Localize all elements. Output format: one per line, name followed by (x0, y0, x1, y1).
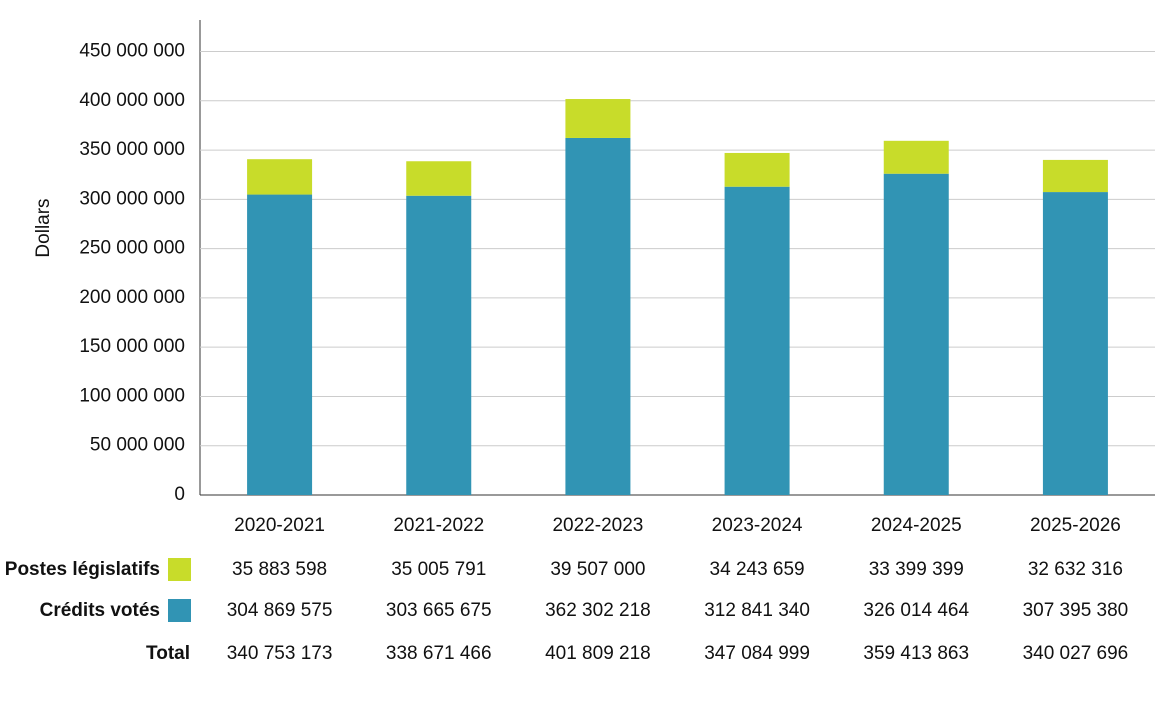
table-value: 34 243 659 (710, 559, 805, 580)
table-value: 35 883 598 (232, 559, 327, 580)
y-tick-label: 300 000 000 (79, 188, 185, 209)
y-tick-label: 200 000 000 (79, 287, 185, 308)
table-value: 32 632 316 (1028, 559, 1123, 580)
table-total: 340 027 696 (1023, 643, 1129, 664)
legend-label: Crédits votés (40, 600, 160, 621)
bar-segment (724, 186, 790, 495)
bar-segment (565, 137, 631, 496)
bar-segment (406, 195, 472, 496)
x-tick-label: 2025-2026 (1030, 515, 1121, 536)
bar-segment (883, 173, 949, 495)
y-tick-label: 100 000 000 (79, 385, 185, 406)
table-value: 312 841 340 (704, 600, 810, 621)
table-value: 326 014 464 (863, 600, 969, 621)
table-total: 359 413 863 (863, 643, 969, 664)
bar-segment (247, 159, 313, 195)
x-tick-label: 2021-2022 (393, 515, 484, 536)
bar-segment (1042, 159, 1108, 193)
table-total: 338 671 466 (386, 643, 492, 664)
bar-segment (883, 140, 949, 174)
y-tick-label: 150 000 000 (79, 336, 185, 357)
y-tick-label: 350 000 000 (79, 139, 185, 160)
table-value: 303 665 675 (386, 600, 492, 621)
table-total: 340 753 173 (227, 643, 333, 664)
table-value: 33 399 399 (869, 559, 964, 580)
y-axis-label: Dollars (33, 198, 54, 257)
x-tick-label: 2024-2025 (871, 515, 962, 536)
x-tick-label: 2023-2024 (712, 515, 803, 536)
table-value: 362 302 218 (545, 600, 651, 621)
legend-swatch (168, 558, 191, 581)
table-value: 39 507 000 (550, 559, 645, 580)
bar-segment (565, 99, 631, 138)
y-tick-label: 0 (174, 484, 185, 505)
bar-segment (1042, 192, 1108, 496)
table-total: 401 809 218 (545, 643, 651, 664)
y-tick-label: 450 000 000 (79, 41, 185, 62)
table-value: 307 395 380 (1023, 600, 1129, 621)
x-tick-label: 2022-2023 (552, 515, 643, 536)
total-label: Total (146, 643, 190, 664)
y-tick-label: 50 000 000 (90, 435, 185, 456)
table-value: 304 869 575 (227, 600, 333, 621)
bar-segment (724, 152, 790, 187)
table-value: 35 005 791 (391, 559, 486, 580)
x-tick-label: 2020-2021 (234, 515, 325, 536)
table-total: 347 084 999 (704, 643, 810, 664)
bar-segment (247, 194, 313, 496)
y-tick-label: 250 000 000 (79, 238, 185, 259)
legend-label: Postes législatifs (5, 559, 160, 580)
bar-segment (406, 161, 472, 196)
legend-swatch (168, 599, 191, 622)
y-tick-label: 400 000 000 (79, 90, 185, 111)
